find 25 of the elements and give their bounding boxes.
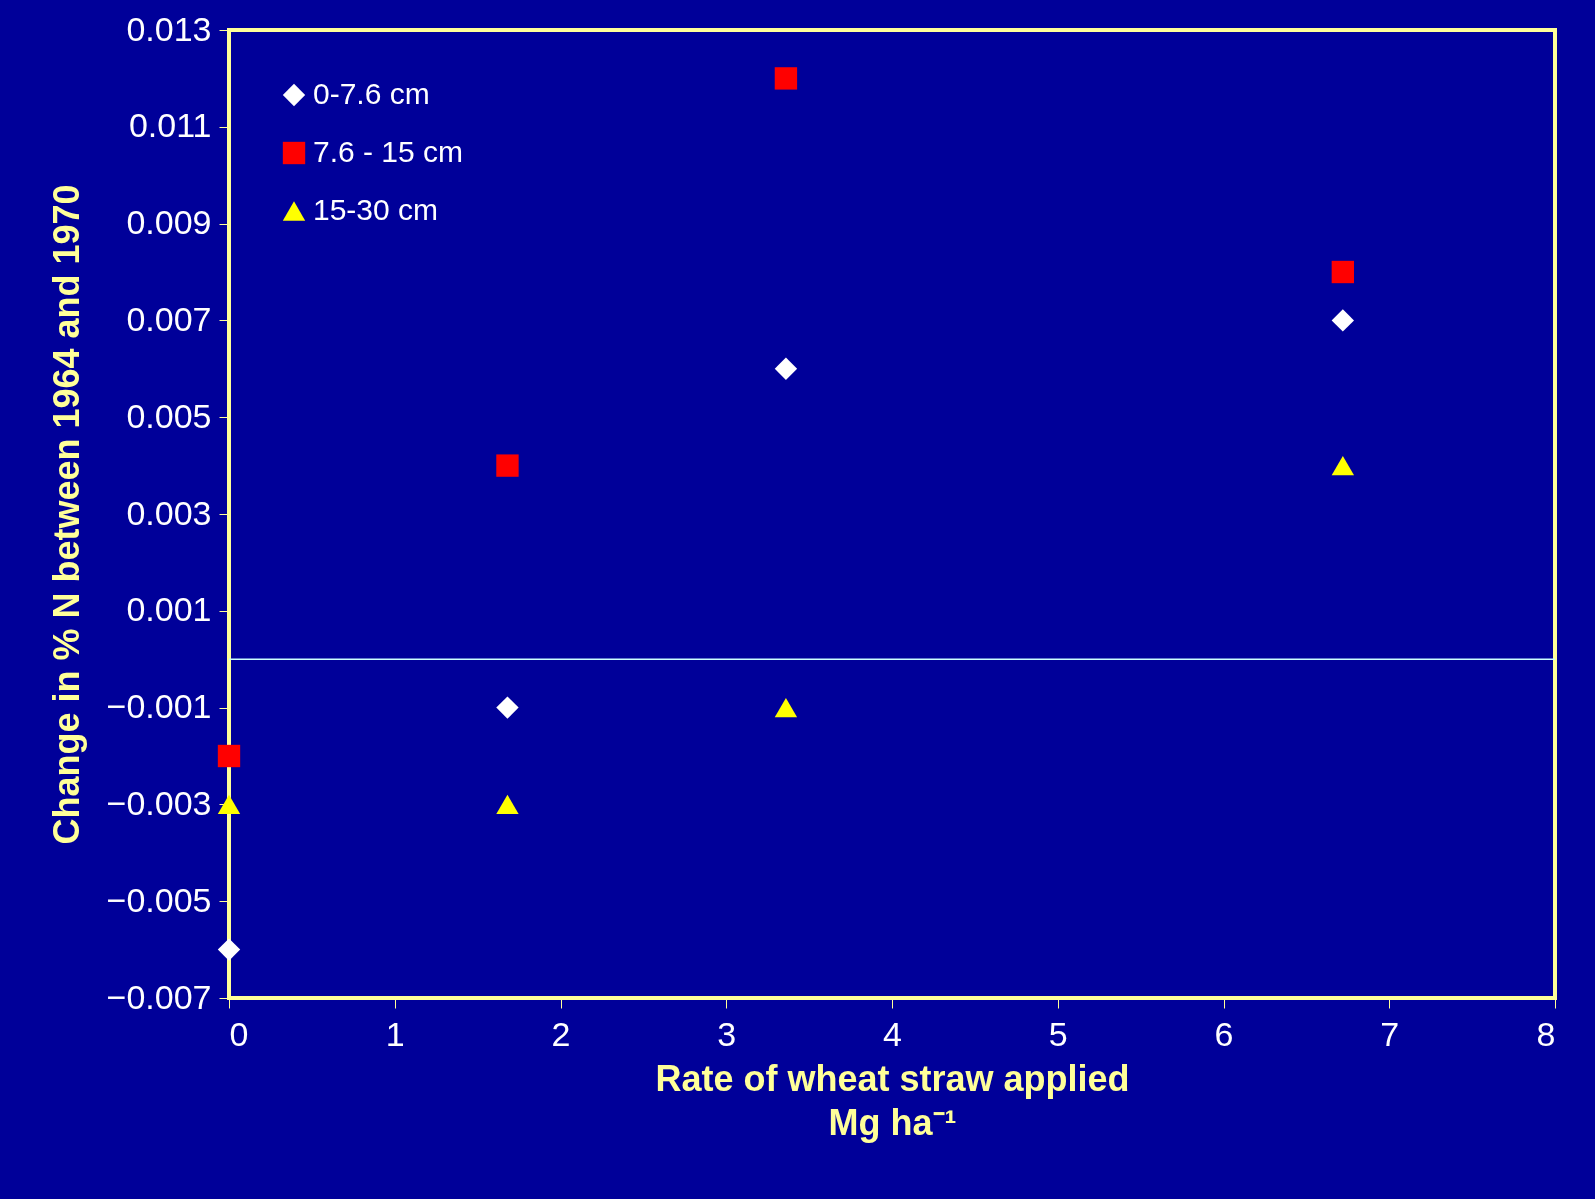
x-axis-title: Rate of wheat straw applied Mg ha⁻¹ <box>655 1057 1130 1143</box>
legend-label: 0-7.6 cm <box>313 77 430 110</box>
y-tick-label: −0.001 <box>106 687 212 726</box>
legend-label: 7.6 - 15 cm <box>313 135 464 168</box>
x-tick-label: 7 <box>1380 1014 1400 1053</box>
y-tick-label: −0.007 <box>106 977 212 1016</box>
y-tick-label: 0.007 <box>126 299 212 338</box>
x-tick-label: 2 <box>551 1014 571 1053</box>
y-tick-label: 0.013 <box>126 9 212 48</box>
legend-label: 15-30 cm <box>313 193 439 226</box>
y-tick-label: 0.005 <box>126 396 212 435</box>
x-tick-label: 1 <box>385 1014 405 1053</box>
x-tick-label: 0 <box>229 1014 249 1053</box>
y-tick-label: −0.005 <box>106 880 212 919</box>
y-axis-title: Change in % N between 1964 and 1970 <box>45 184 87 845</box>
x-tick-label: 3 <box>717 1014 737 1053</box>
y-tick-label: 0.001 <box>126 590 212 629</box>
y-tick-label: 0.011 <box>128 106 212 145</box>
x-tick-label: 4 <box>883 1014 902 1053</box>
y-tick-label: −0.003 <box>106 783 212 822</box>
x-tick-label: 8 <box>1536 1014 1556 1053</box>
x-tick-label: 6 <box>1214 1014 1234 1053</box>
y-tick-label: 0.003 <box>126 493 212 532</box>
y-tick-label: 0.009 <box>126 203 212 242</box>
x-tick-label: 5 <box>1048 1014 1068 1053</box>
